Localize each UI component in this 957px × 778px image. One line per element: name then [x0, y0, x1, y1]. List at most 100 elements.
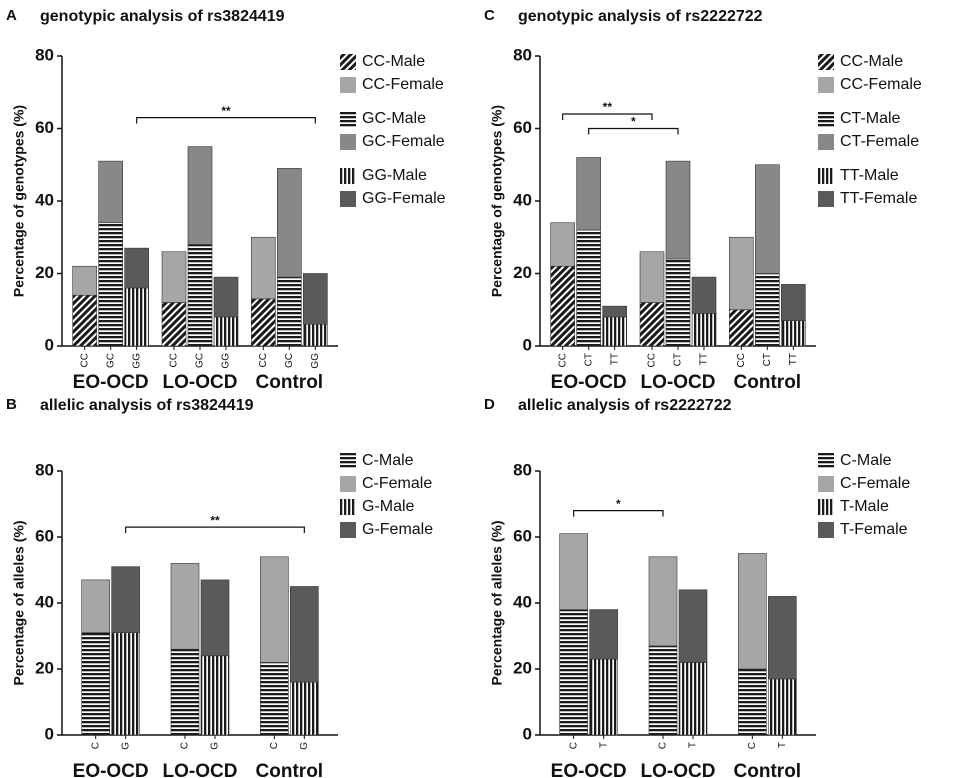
group-label: Control [734, 372, 802, 393]
group-label: LO-OCD [163, 372, 238, 393]
group-label: LO-OCD [163, 761, 238, 778]
bar-segment [550, 265, 575, 347]
bar-segment [111, 566, 140, 633]
group-label: Control [256, 761, 324, 778]
bar-segment [72, 265, 97, 296]
bar-segment [161, 251, 187, 303]
legend-label: CC-Female [840, 76, 922, 93]
bar-segment [678, 662, 708, 736]
y-tick-label: 40 [513, 592, 532, 611]
legend-swatch [818, 77, 834, 93]
bar-segment [729, 309, 754, 347]
chart-title: genotypic analysis of rs3824419 [40, 8, 285, 25]
legend-swatch [340, 111, 356, 127]
y-tick-label: 20 [35, 263, 54, 282]
x-tick-label: TT [609, 353, 620, 365]
legend-swatch [340, 476, 356, 492]
bar-segment [768, 678, 797, 736]
group-label: Control [256, 372, 324, 393]
chart-title: genotypic analysis of rs2222722 [518, 8, 763, 25]
legend-label: C-Female [840, 475, 910, 492]
legend-label: T-Male [840, 498, 889, 515]
group-label: EO-OCD [551, 372, 627, 393]
group-label: Control [734, 761, 802, 778]
significance-bracket [588, 127, 679, 135]
legend-swatch [818, 476, 834, 492]
x-tick-label: C [747, 742, 758, 749]
bar-segment [303, 273, 328, 325]
legend-label: GC-Male [362, 110, 426, 127]
bar-segment [303, 323, 328, 347]
significance-bracket [136, 117, 316, 124]
bar-segment [290, 586, 319, 683]
bar-segment [81, 579, 110, 633]
legend-swatch [340, 54, 356, 70]
x-tick-label: C [568, 742, 579, 749]
y-tick-label: 0 [523, 335, 532, 354]
y-tick-label: 20 [35, 658, 54, 677]
y-tick-label: 60 [513, 526, 532, 545]
bar-segment [768, 596, 797, 680]
bar-segment [260, 662, 289, 736]
y-tick-label: 60 [513, 118, 532, 137]
legend-swatch [818, 522, 834, 538]
bar-segment [290, 681, 319, 736]
legend-swatch [340, 191, 356, 207]
bar-segment [124, 247, 149, 289]
x-tick-label: CT [583, 353, 594, 366]
bar-segment [589, 658, 618, 736]
significance-bracket [125, 526, 305, 534]
bar-segment [602, 316, 627, 347]
bar-segment [738, 668, 767, 736]
x-tick-label: CT [762, 353, 773, 366]
x-tick-label: CT [673, 353, 684, 366]
bar-segment [187, 244, 213, 347]
bar-segment [576, 157, 601, 231]
bar-segment [213, 276, 239, 318]
group-label: EO-OCD [73, 372, 149, 393]
significance-label: * [631, 115, 636, 129]
y-tick-label: 40 [35, 592, 54, 611]
legend-label: CT-Male [840, 110, 901, 127]
bar-segment [729, 236, 754, 311]
y-tick-label: 0 [523, 724, 532, 743]
bar-segment [260, 556, 289, 663]
panel-label: A [6, 7, 17, 24]
y-tick-label: 80 [35, 45, 54, 64]
legend-label: G-Female [362, 521, 433, 538]
legend-label: CC-Male [840, 53, 903, 70]
bar-segment [576, 229, 601, 347]
bar-segment [72, 294, 97, 347]
bar-segment [678, 589, 708, 663]
bar-segment [111, 632, 140, 736]
bar-segment [98, 222, 123, 347]
legend-swatch [818, 168, 834, 184]
legend-swatch [340, 77, 356, 93]
bar-segment [755, 164, 780, 274]
bar-segment [738, 553, 767, 670]
bar-segment [251, 298, 276, 347]
y-tick-label: 0 [45, 335, 54, 354]
bar-segment [81, 632, 110, 736]
group-label: LO-OCD [641, 372, 716, 393]
x-tick-label: C [269, 742, 280, 749]
chart-title: allelic analysis of rs3824419 [40, 397, 254, 414]
bar-segment [639, 251, 665, 303]
legend-swatch [818, 54, 834, 70]
legend-label: TT-Male [840, 167, 899, 184]
legend-label: GG-Female [362, 190, 446, 207]
y-tick-label: 80 [513, 45, 532, 64]
y-tick-label: 60 [35, 526, 54, 545]
x-tick-label: G [120, 742, 131, 750]
bar-segment [665, 160, 691, 260]
y-axis-label: Percentage of alleles (%) [489, 521, 505, 686]
bar-segment [187, 146, 213, 245]
significance-label: ** [221, 104, 231, 118]
panel-label: B [6, 396, 17, 413]
bar-segment [200, 655, 230, 736]
x-tick-label: CC [169, 353, 180, 367]
bar-segment [170, 563, 200, 650]
x-tick-label: GC [105, 353, 116, 368]
significance-bracket [573, 510, 664, 517]
